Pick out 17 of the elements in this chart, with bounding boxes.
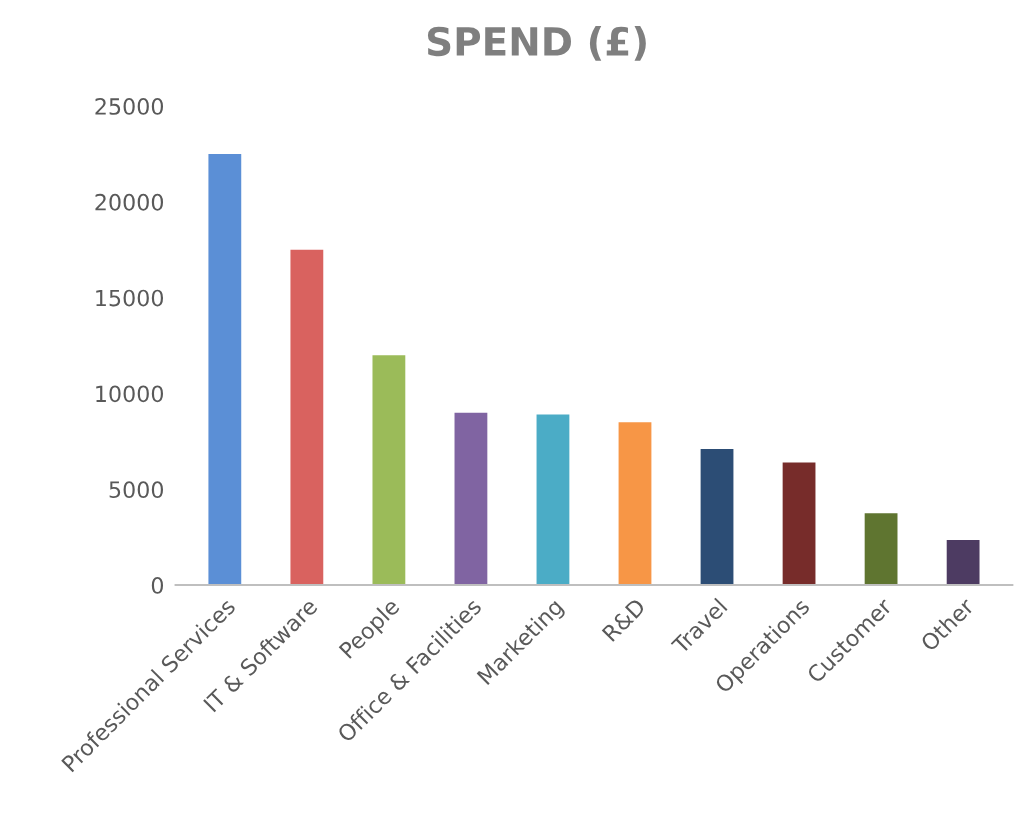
y-tick-label: 25000 <box>95 98 164 115</box>
bar <box>372 355 406 586</box>
bar <box>536 414 570 586</box>
bar <box>454 412 488 586</box>
bar <box>700 449 734 586</box>
y-tick-label: 20000 <box>95 193 164 211</box>
chart-title: SPEND (£) <box>427 26 646 61</box>
bar <box>208 153 242 586</box>
bar <box>782 462 816 586</box>
y-tick-label: 0 <box>151 577 164 594</box>
bar <box>864 513 898 586</box>
y-tick-label: 5000 <box>109 481 164 499</box>
bar <box>618 422 652 586</box>
bar <box>290 249 324 586</box>
y-tick-label: 10000 <box>96 385 164 403</box>
y-tick-label: 15000 <box>96 289 164 307</box>
bar <box>946 540 980 586</box>
